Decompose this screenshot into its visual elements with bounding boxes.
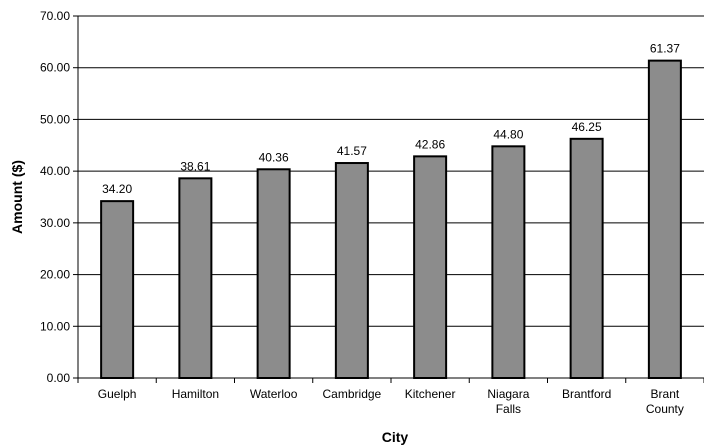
y-tick-label: 70.00 <box>40 9 70 23</box>
x-category-label: Hamilton <box>172 387 219 401</box>
x-category-labels: Guelph Hamilton Waterloo Cambridge Kitchener… <box>77 378 704 416</box>
data-labels: 34.20 38.61 40.36 41.57 42.86 44.80 46.25 61.37 <box>102 42 680 197</box>
bar <box>647 59 682 380</box>
bar <box>413 155 448 379</box>
data-label: 44.80 <box>493 127 523 141</box>
data-label: 38.61 <box>180 159 210 173</box>
y-tick-label: 0.00 <box>47 371 71 385</box>
bar <box>178 177 213 379</box>
x-category-label: County <box>646 402 684 416</box>
data-label: 46.25 <box>572 120 602 134</box>
x-category-label: Waterloo <box>250 387 298 401</box>
data-label: 42.86 <box>415 137 445 151</box>
x-category-label: Kitchener <box>405 387 456 401</box>
axes <box>77 16 704 379</box>
bar <box>569 137 604 379</box>
x-category-label: Cambridge <box>323 387 382 401</box>
y-tick-label: 60.00 <box>40 61 70 75</box>
gridlines <box>78 15 704 327</box>
data-label: 40.36 <box>259 150 289 164</box>
y-tick-label: 30.00 <box>40 216 70 230</box>
bars <box>100 59 682 380</box>
y-tick-label: 20.00 <box>40 268 70 282</box>
x-category-label: Guelph <box>98 387 137 401</box>
bar <box>491 145 526 379</box>
x-category-label: Niagara <box>487 387 529 401</box>
y-axis-title: Amount ($) <box>9 160 25 234</box>
bar <box>334 162 369 379</box>
data-label: 34.20 <box>102 182 132 196</box>
data-label: 61.37 <box>650 42 680 56</box>
data-label: 41.57 <box>337 144 367 158</box>
y-tick-label: 40.00 <box>40 164 70 178</box>
x-axis-title: City <box>382 429 409 445</box>
bar <box>256 168 291 379</box>
x-category-label: Brant <box>651 387 680 401</box>
y-tick-labels: 0.00 10.00 20.00 30.00 40.00 50.00 60.00 70.00 <box>40 9 78 385</box>
y-tick-label: 10.00 <box>40 319 70 333</box>
x-category-label: Brantford <box>562 387 611 401</box>
x-category-label: Falls <box>496 402 521 416</box>
y-tick-label: 50.00 <box>40 112 70 126</box>
bar <box>100 200 135 379</box>
